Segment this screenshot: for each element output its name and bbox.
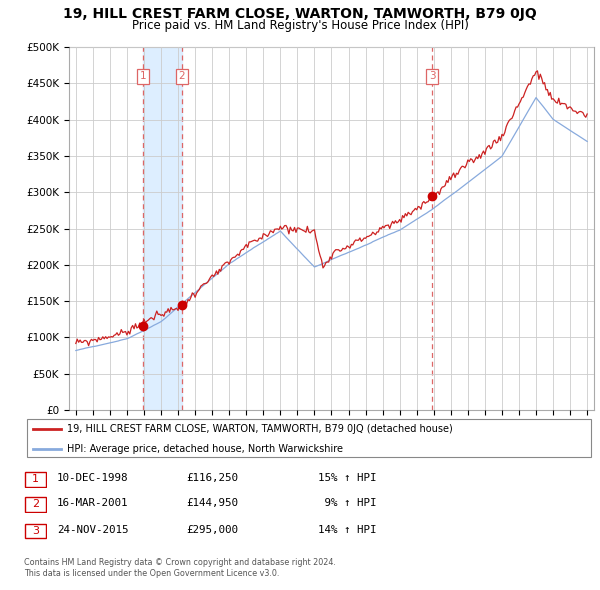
Bar [25,497,46,512]
Text: This data is licensed under the Open Government Licence v3.0.: This data is licensed under the Open Gov… [24,569,280,578]
Text: £116,250: £116,250 [186,473,238,483]
Text: 3: 3 [32,526,39,536]
FancyBboxPatch shape [27,419,591,457]
Text: £144,950: £144,950 [186,499,238,508]
Text: 15% ↑ HPI: 15% ↑ HPI [318,473,377,483]
Text: 14% ↑ HPI: 14% ↑ HPI [318,525,377,535]
Text: 19, HILL CREST FARM CLOSE, WARTON, TAMWORTH, B79 0JQ (detached house): 19, HILL CREST FARM CLOSE, WARTON, TAMWO… [67,424,452,434]
Text: 9% ↑ HPI: 9% ↑ HPI [318,499,377,508]
Text: 1: 1 [140,71,146,81]
Text: 24-NOV-2015: 24-NOV-2015 [57,525,128,535]
Text: 10-DEC-1998: 10-DEC-1998 [57,473,128,483]
Text: HPI: Average price, detached house, North Warwickshire: HPI: Average price, detached house, Nort… [67,444,343,454]
Bar [143,47,182,410]
Text: 19, HILL CREST FARM CLOSE, WARTON, TAMWORTH, B79 0JQ: 19, HILL CREST FARM CLOSE, WARTON, TAMWO… [63,7,537,21]
Text: Contains HM Land Registry data © Crown copyright and database right 2024.: Contains HM Land Registry data © Crown c… [24,558,336,566]
Text: 16-MAR-2001: 16-MAR-2001 [57,499,128,508]
Text: 3: 3 [429,71,436,81]
Text: £295,000: £295,000 [186,525,238,535]
Text: Price paid vs. HM Land Registry's House Price Index (HPI): Price paid vs. HM Land Registry's House … [131,19,469,32]
Bar [25,471,46,487]
Text: 1: 1 [32,474,39,484]
Text: 2: 2 [178,71,185,81]
Bar [25,523,46,539]
Text: 2: 2 [32,500,39,509]
